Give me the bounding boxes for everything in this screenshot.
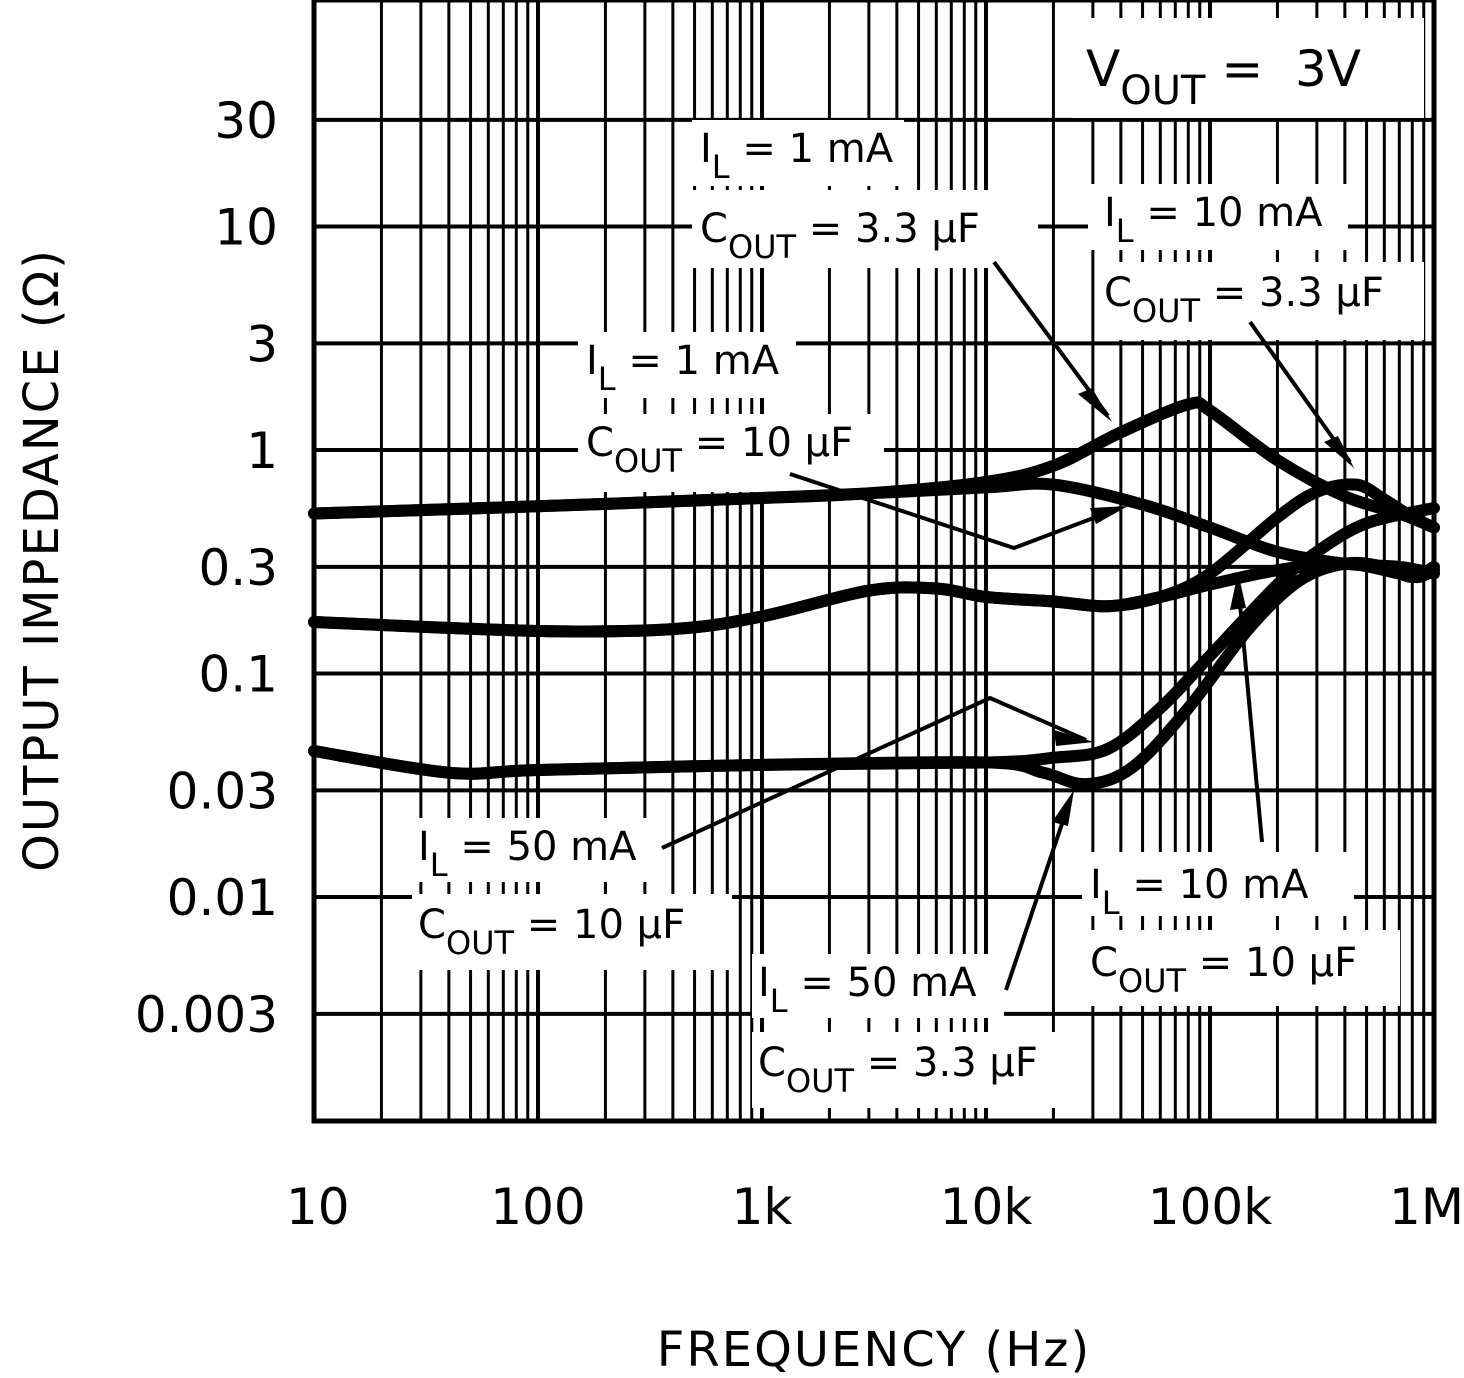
- y-tick-label: 1: [246, 422, 278, 480]
- y-tick-label: 30: [214, 92, 278, 150]
- y-axis-title: OUTPUT IMPEDANCE (Ω): [14, 248, 70, 872]
- annotation-a3-line1: IL = 1 mA: [586, 338, 780, 398]
- x-tick-label: 1M: [1389, 1178, 1464, 1236]
- plot-frame: [311, 0, 1437, 1124]
- y-tick-label: 0.01: [167, 869, 278, 927]
- y-tick-label: 0.003: [135, 986, 278, 1044]
- x-tick-label: 10k: [940, 1178, 1033, 1236]
- annotation-a6-line1: IL = 10 mA: [1090, 862, 1309, 922]
- annotation-a5-line1: IL = 50 mA: [758, 960, 977, 1020]
- annotation-a4-line1: IL = 50 mA: [418, 824, 637, 884]
- y-tick-label: 0.3: [198, 539, 278, 597]
- arrow-a6: [1236, 581, 1264, 843]
- arrowhead-a5: [1052, 790, 1074, 826]
- arrowhead-a3: [1090, 506, 1128, 524]
- label-masks: [412, 18, 1424, 1108]
- y-tick-label: 0.1: [198, 646, 278, 704]
- arrowhead-a6: [1230, 572, 1246, 610]
- x-tick-label: 100k: [1148, 1178, 1272, 1236]
- annotation-a4-line2: COUT = 10 µF: [418, 902, 685, 962]
- arrow-a4: [661, 695, 1087, 850]
- annotation-a5-line2: COUT = 3.3 µF: [758, 1040, 1038, 1100]
- annotation-a1-line2: COUT = 3.3 µF: [700, 206, 980, 266]
- annotation-arrows: [661, 260, 1354, 991]
- annotation-a1-line1: IL = 1 mA: [700, 126, 894, 186]
- x-axis-ticks: 10 100 1k 10k 100k 1M: [286, 1178, 1464, 1236]
- y-tick-label: 10: [214, 199, 278, 257]
- annotation-a2-line2: COUT = 3.3 µF: [1104, 270, 1384, 330]
- y-axis-ticks: 30 10 3 1 0.3 0.1 0.03 0.01 0.003: [135, 92, 278, 1044]
- x-tick-label: 1k: [732, 1178, 793, 1236]
- annotation-a6-line2: COUT = 10 µF: [1090, 940, 1357, 1000]
- x-tick-label: 100: [490, 1178, 585, 1236]
- y-tick-label: 0.03: [167, 762, 278, 820]
- curve-series-5: [308, 556, 1440, 791]
- arrowhead-a4: [1054, 730, 1094, 746]
- arrow-a3: [789, 472, 1121, 551]
- x-tick-label: 10: [286, 1178, 350, 1236]
- vout-condition-label: VOUT = 3V: [1086, 40, 1361, 114]
- series-annotations: IL = 1 mA COUT = 3.3 µF IL = 10 mA COUT …: [418, 126, 1384, 1100]
- annotation-a2-line1: IL = 10 mA: [1104, 190, 1323, 250]
- impedance-curves: [308, 396, 1440, 791]
- arrowhead-a1: [1078, 388, 1112, 422]
- y-tick-label: 3: [246, 315, 278, 373]
- x-axis-title: FREQUENCY (Hz): [657, 1322, 1091, 1378]
- arrowhead-a2: [1324, 436, 1354, 468]
- arrow-a5: [1004, 799, 1072, 991]
- annotation-a3-line2: COUT = 10 µF: [586, 420, 853, 480]
